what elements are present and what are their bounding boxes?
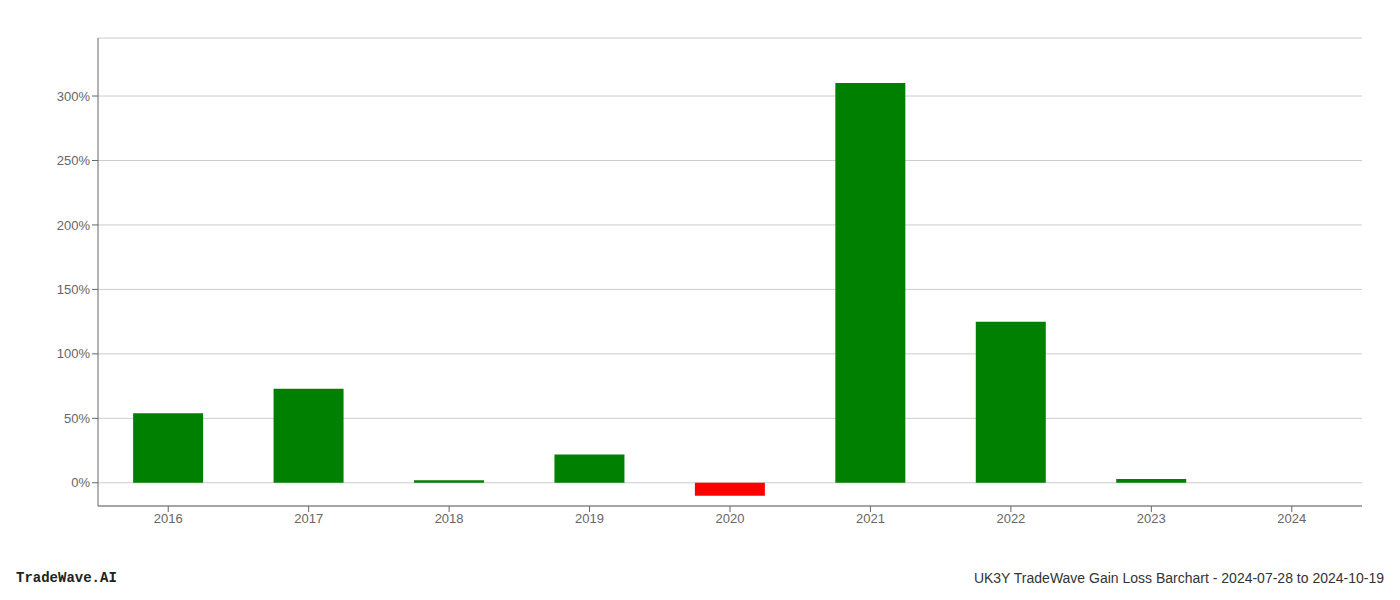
svg-text:100%: 100% <box>57 346 91 361</box>
html-text:TradeWave.AI: TradeWave.AI <box>16 570 117 586</box>
svg-text:300%: 300% <box>57 89 91 104</box>
svg-text:150%: 150% <box>57 282 91 297</box>
svg-text:2020: 2020 <box>716 511 745 526</box>
svg-text:2022: 2022 <box>996 511 1025 526</box>
svg-text:250%: 250% <box>57 153 91 168</box>
svg-text:200%: 200% <box>57 218 91 233</box>
html-text:UK3Y TradeWave Gain Loss Barch: UK3Y TradeWave Gain Loss Barchart - 2024… <box>973 570 1384 586</box>
svg-text:2017: 2017 <box>294 511 323 526</box>
svg-text:2016: 2016 <box>154 511 183 526</box>
svg-text:2023: 2023 <box>1137 511 1166 526</box>
svg-text:2024: 2024 <box>1277 511 1306 526</box>
svg-text:2018: 2018 <box>435 511 464 526</box>
svg-text:2019: 2019 <box>575 511 604 526</box>
svg-text:0%: 0% <box>71 475 90 490</box>
svg-text:2021: 2021 <box>856 511 885 526</box>
svg-text:50%: 50% <box>64 411 90 426</box>
